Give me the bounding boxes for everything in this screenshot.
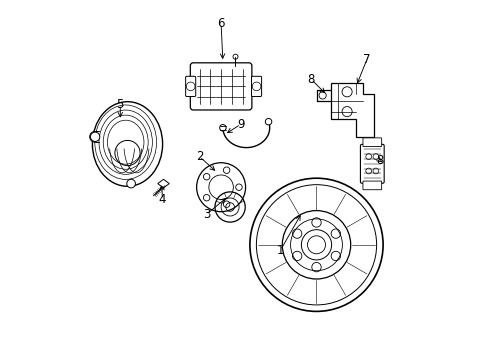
Text: 7: 7	[363, 53, 370, 66]
Circle shape	[249, 178, 382, 311]
Circle shape	[314, 77, 379, 142]
FancyBboxPatch shape	[362, 181, 381, 190]
Text: 2: 2	[195, 150, 203, 163]
Circle shape	[265, 118, 271, 125]
Circle shape	[196, 163, 245, 212]
Circle shape	[215, 192, 244, 222]
FancyBboxPatch shape	[360, 144, 384, 183]
Polygon shape	[330, 83, 373, 137]
Polygon shape	[158, 179, 169, 188]
Ellipse shape	[92, 102, 163, 186]
Text: 6: 6	[217, 17, 224, 30]
Text: 9: 9	[237, 118, 244, 131]
Circle shape	[179, 45, 263, 128]
Text: 8: 8	[375, 154, 383, 167]
Text: 1: 1	[276, 244, 284, 257]
Text: 5: 5	[116, 98, 124, 111]
FancyBboxPatch shape	[190, 63, 251, 110]
FancyBboxPatch shape	[251, 76, 261, 96]
Text: 4: 4	[158, 193, 166, 206]
Text: 8: 8	[307, 73, 314, 86]
FancyBboxPatch shape	[362, 138, 381, 147]
FancyBboxPatch shape	[185, 76, 195, 96]
Circle shape	[90, 132, 100, 141]
Circle shape	[219, 125, 225, 131]
Text: 3: 3	[203, 208, 210, 221]
Circle shape	[346, 139, 397, 189]
Circle shape	[126, 179, 135, 188]
